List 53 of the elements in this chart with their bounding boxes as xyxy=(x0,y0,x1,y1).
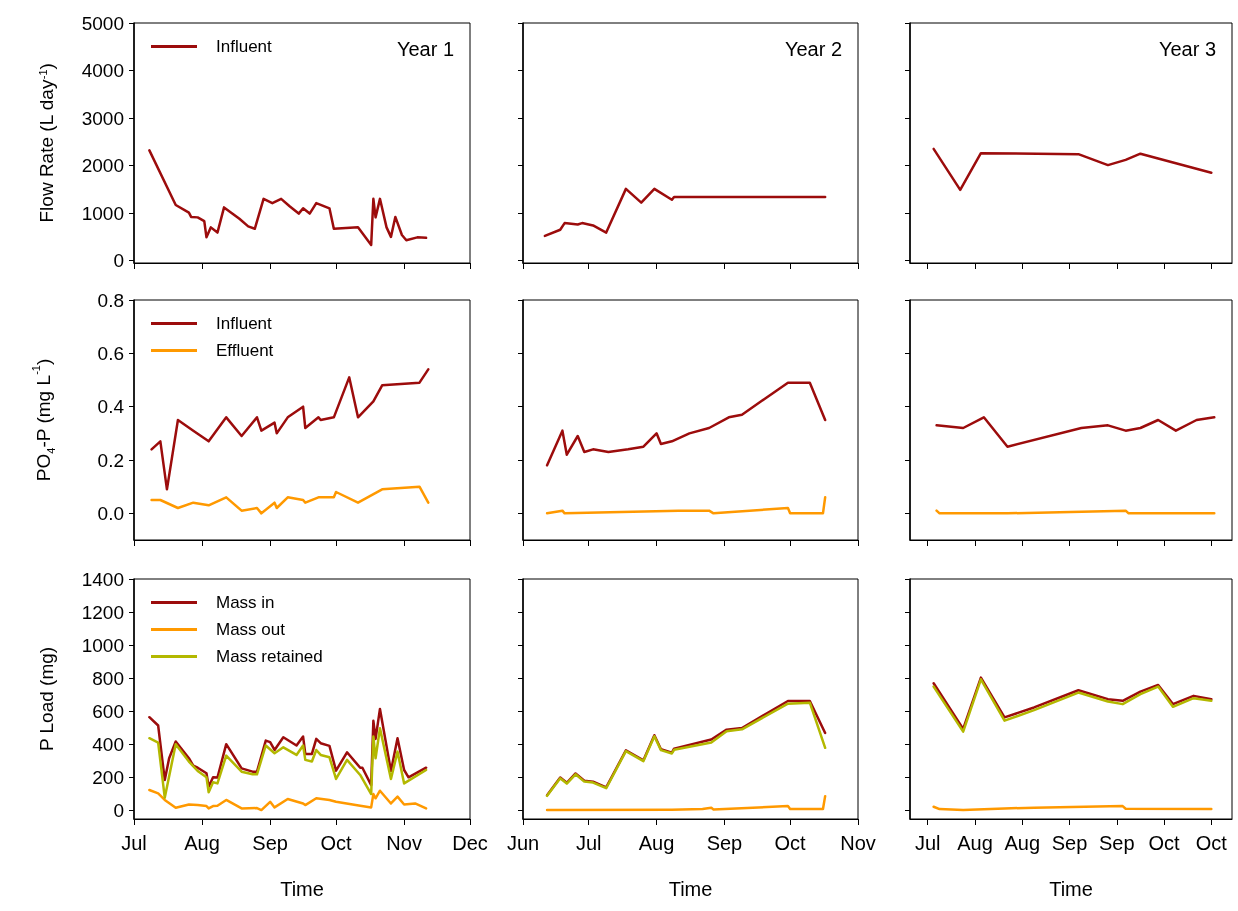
x-tick-label: Oct xyxy=(320,832,353,854)
y-tick-label: 800 xyxy=(92,667,124,689)
x-tick-label: Jul xyxy=(121,832,147,854)
y-axis-title: Flow Rate (L day-1) xyxy=(36,63,57,223)
x-tick-label: Aug xyxy=(638,832,675,854)
y-tick-label: 0.6 xyxy=(97,342,124,364)
y-tick-label: 400 xyxy=(92,734,124,756)
y-tick-label: 0.0 xyxy=(97,502,124,524)
x-tick-label: Dec xyxy=(452,832,488,854)
legend-label: Mass retained xyxy=(216,647,323,666)
y-axis-title: P Load (mg) xyxy=(36,646,57,752)
y-tick-label: 1000 xyxy=(81,202,124,224)
y-tick-label: 0.4 xyxy=(97,396,125,418)
y-tick-label: 2000 xyxy=(81,155,124,177)
y-tick-label: 0 xyxy=(113,250,124,272)
x-tick-label: Jul xyxy=(914,832,941,854)
annotation: Year 1 xyxy=(396,38,454,60)
y-tick-label: 0.2 xyxy=(97,449,124,471)
legend-label: Influent xyxy=(216,37,273,56)
x-tick-label: Jul xyxy=(575,832,602,854)
x-axis-title: Time xyxy=(1049,878,1093,900)
x-tick-label: Oct xyxy=(1148,832,1181,854)
x-tick-label: Nov xyxy=(386,832,422,854)
x-tick-label: Jun xyxy=(506,832,540,854)
x-tick-label: Aug xyxy=(1004,832,1041,854)
legend-label: Effluent xyxy=(216,341,274,360)
x-axis-title: Time xyxy=(668,878,713,900)
x-tick-label: Oct xyxy=(774,832,807,854)
x-tick-label: Oct xyxy=(1195,832,1228,854)
x-tick-label: Sep xyxy=(706,832,743,854)
x-tick-label: Sep xyxy=(252,832,288,854)
x-tick-label: Aug xyxy=(957,832,993,854)
legend-label: Mass in xyxy=(216,593,275,612)
y-tick-label: 600 xyxy=(92,700,124,722)
x-tick-label: Sep xyxy=(1051,832,1088,854)
x-tick-label: Aug xyxy=(184,832,220,854)
x-tick-label: Sep xyxy=(1098,832,1135,854)
y-tick-label: 0 xyxy=(113,800,124,822)
y-tick-label: 1400 xyxy=(81,568,124,590)
x-axis-title: Time xyxy=(280,878,324,900)
y-tick-label: 5000 xyxy=(81,12,124,34)
y-tick-label: 1200 xyxy=(81,601,124,623)
y-tick-label: 4000 xyxy=(81,60,124,82)
y-axis-title: PO4-P (mg L-1) xyxy=(29,358,57,482)
annotation: Year 3 xyxy=(1158,38,1216,60)
annotation: Year 2 xyxy=(784,38,842,60)
legend-label: Influent xyxy=(216,314,273,333)
y-tick-label: 200 xyxy=(92,767,124,789)
y-tick-label: 0.8 xyxy=(97,289,124,311)
x-tick-label: Nov xyxy=(840,832,876,854)
y-tick-label: 1000 xyxy=(81,634,124,656)
legend-label: Mass out xyxy=(216,620,286,639)
y-tick-label: 3000 xyxy=(81,107,124,129)
